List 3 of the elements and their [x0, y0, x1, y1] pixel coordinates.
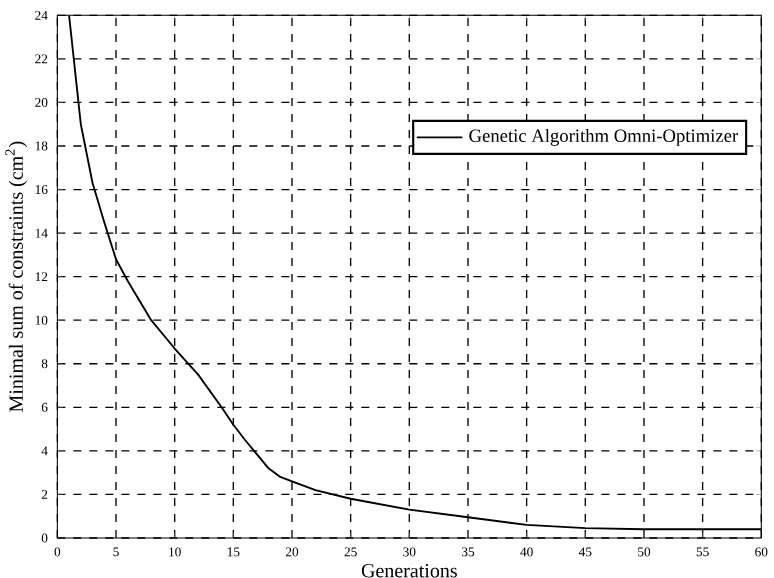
y-axis-title: Minimal sum of constraints (cm$^{2}$) — [5, 141, 27, 412]
legend-label: Genetic Algorithm Omni-Optimizer — [469, 128, 739, 146]
x-axis-title: Generations — [361, 564, 457, 578]
